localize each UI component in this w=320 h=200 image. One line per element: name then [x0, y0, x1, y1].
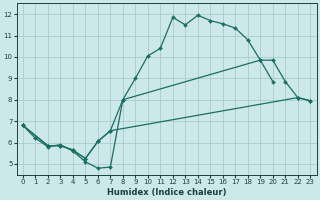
- X-axis label: Humidex (Indice chaleur): Humidex (Indice chaleur): [107, 188, 226, 197]
